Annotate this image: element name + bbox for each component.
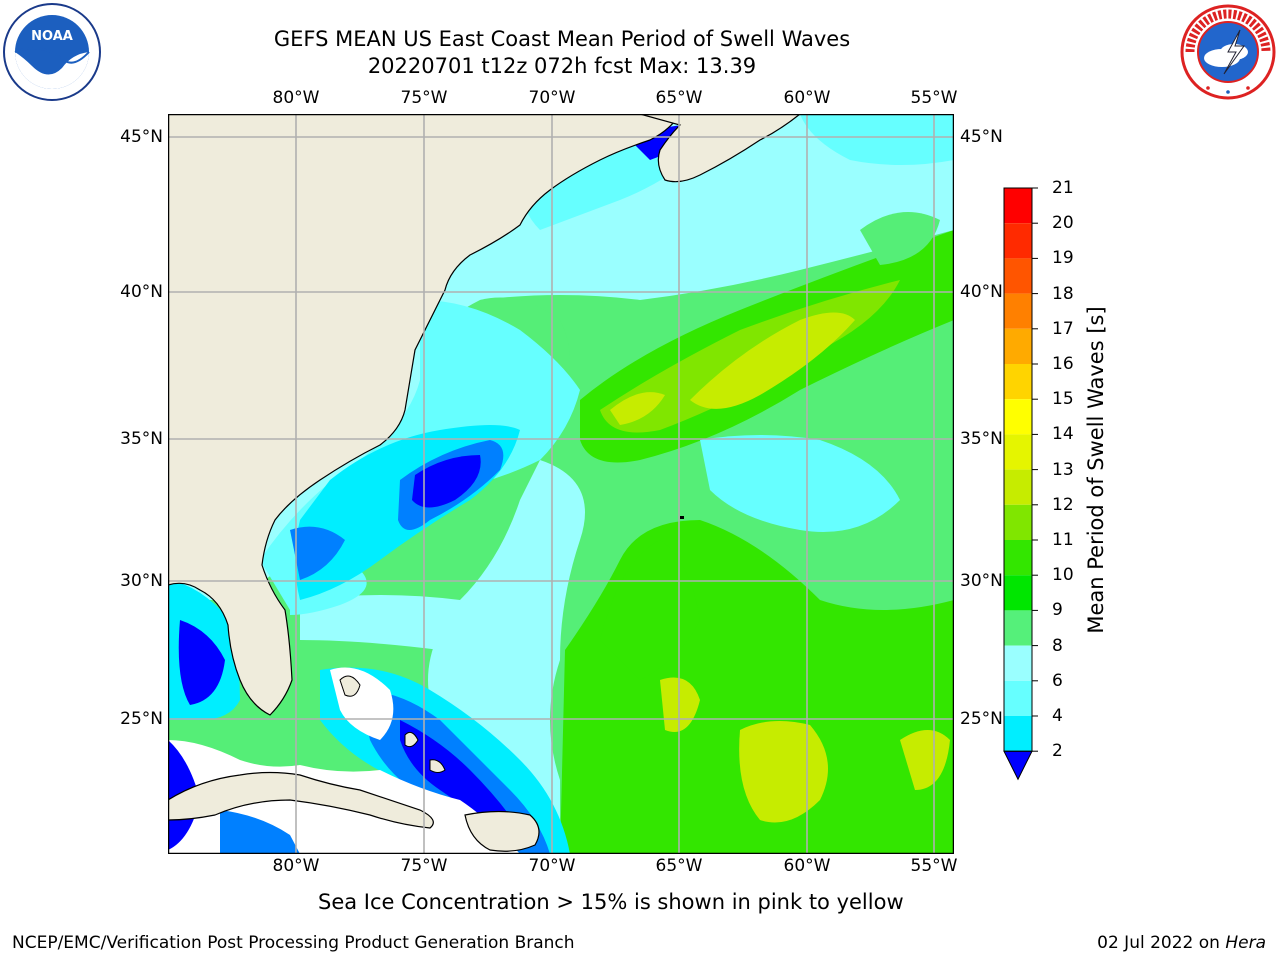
colorbar-tick-label: 9	[1052, 600, 1063, 621]
swell-band-2s	[178, 620, 225, 705]
colorbar-bin	[1004, 434, 1032, 470]
lat-label: 25°N	[960, 709, 1003, 729]
colorbar-bin	[1004, 399, 1032, 435]
land-hispaniola	[464, 810, 540, 852]
noaa-logo: NOAA	[3, 3, 101, 101]
colorbar-tick-label: 17	[1052, 318, 1074, 339]
lon-label: 65°W	[655, 88, 703, 108]
colorbar-bin	[1004, 258, 1032, 294]
lon-label: 75°W	[400, 88, 448, 108]
swell-band-8s	[700, 435, 900, 532]
colorbar-tick-label: 6	[1052, 670, 1063, 691]
colorbar-tick-label: 15	[1052, 389, 1074, 410]
nws-logo	[1180, 4, 1276, 100]
colorbar-tick-label: 19	[1052, 248, 1074, 269]
lat-label: 30°N	[960, 571, 1003, 591]
colorbar-tick-label: 14	[1052, 424, 1074, 445]
colorbar-bin	[1004, 680, 1032, 716]
lat-label: 45°N	[960, 127, 1003, 147]
lon-label: 60°W	[783, 88, 831, 108]
lon-label: 80°W	[272, 856, 320, 876]
colorbar	[1003, 187, 1038, 781]
lon-label: 65°W	[655, 856, 703, 876]
colorbar-title: Mean Period of Swell Waves [s]	[1084, 306, 1108, 634]
lat-label: 40°N	[960, 282, 1003, 302]
noaa-logo-text: NOAA	[31, 29, 73, 44]
lat-label: 30°N	[120, 571, 163, 591]
lat-label: 35°N	[120, 429, 163, 449]
swell-band-8s	[800, 114, 954, 165]
footer-credit: NCEP/EMC/Verification Post Processing Pr…	[12, 933, 575, 953]
lon-label: 70°W	[528, 856, 576, 876]
footer-machine: Hera	[1225, 933, 1266, 953]
swell-band-13s	[610, 392, 665, 425]
lon-label: 80°W	[272, 88, 320, 108]
chart-subtitle: 20220701 t12z 072h fcst Max: 13.39	[367, 54, 757, 78]
swell-band-11s	[600, 540, 700, 680]
land-bermuda	[680, 516, 684, 519]
swell-band-4s	[290, 526, 345, 580]
swell-band-9s	[300, 595, 540, 654]
lon-label: 60°W	[783, 856, 831, 876]
swell-band-13s	[690, 312, 855, 409]
colorbar-tick-label: 2	[1052, 741, 1063, 762]
swell-band-2s	[412, 455, 481, 508]
footer-date-text: 02 Jul 2022 on	[1097, 933, 1226, 953]
map-canvas	[168, 114, 954, 854]
colorbar-extend-arrow	[1003, 750, 1033, 781]
colorbar-bin	[1004, 540, 1032, 576]
colorbar-bin	[1004, 716, 1032, 752]
swell-band-4s	[220, 810, 300, 854]
colorbar-bin	[1004, 645, 1032, 681]
land-bahamas	[339, 675, 361, 697]
lat-label: 40°N	[120, 282, 163, 302]
swell-band-2s	[400, 720, 520, 835]
colorbar-tick-label: 13	[1052, 459, 1074, 480]
colorbar-tick-label: 16	[1052, 354, 1074, 374]
land-bahamas	[429, 759, 446, 773]
colorbar-tick-label: 18	[1052, 283, 1074, 304]
land-cuba	[168, 771, 434, 829]
lat-label: 25°N	[120, 709, 163, 729]
map-panel	[168, 114, 954, 854]
colorbar-tick-label: 8	[1052, 635, 1063, 656]
colorbar-bin	[1004, 293, 1032, 329]
swell-band-13s	[900, 730, 950, 790]
land-bahamas	[404, 731, 419, 748]
colorbar-bin	[1004, 469, 1032, 505]
colorbar-tick-label: 10	[1052, 565, 1074, 586]
colorbar-bin	[1004, 328, 1032, 364]
colorbar-tick-label: 20	[1052, 213, 1074, 234]
colorbar-tick-label: 12	[1052, 494, 1074, 515]
colorbar-bin	[1004, 364, 1032, 400]
colorbar-bin	[1004, 223, 1032, 259]
colorbar-bin	[1004, 504, 1032, 540]
footer-date: 02 Jul 2022 on Hera	[1097, 933, 1266, 953]
colorbar-bins	[1003, 187, 1033, 781]
colorbar-ticks	[1032, 187, 1038, 752]
lon-label: 70°W	[528, 88, 576, 108]
map-gridlines	[168, 114, 954, 854]
colorbar-bin	[1004, 610, 1032, 646]
lat-label: 35°N	[960, 429, 1003, 449]
colorbar-bin	[1004, 188, 1032, 224]
colorbar-tick-label: 11	[1052, 530, 1074, 550]
colorbar-bin	[1004, 575, 1032, 611]
chart-title: GEFS MEAN US East Coast Mean Period of S…	[273, 27, 851, 51]
map-frame	[168, 114, 954, 854]
lat-label: 45°N	[120, 127, 163, 147]
lon-label: 75°W	[400, 856, 448, 876]
lon-label: 55°W	[910, 856, 958, 876]
sea-ice-note: Sea Ice Concentration > 15% is shown in …	[318, 890, 904, 914]
colorbar-tick-label: 21	[1052, 178, 1074, 198]
swell-band-13s	[739, 721, 828, 823]
lon-label: 55°W	[910, 88, 958, 108]
swell-band-10s	[860, 212, 940, 265]
colorbar-tick-label: 4	[1052, 706, 1063, 726]
